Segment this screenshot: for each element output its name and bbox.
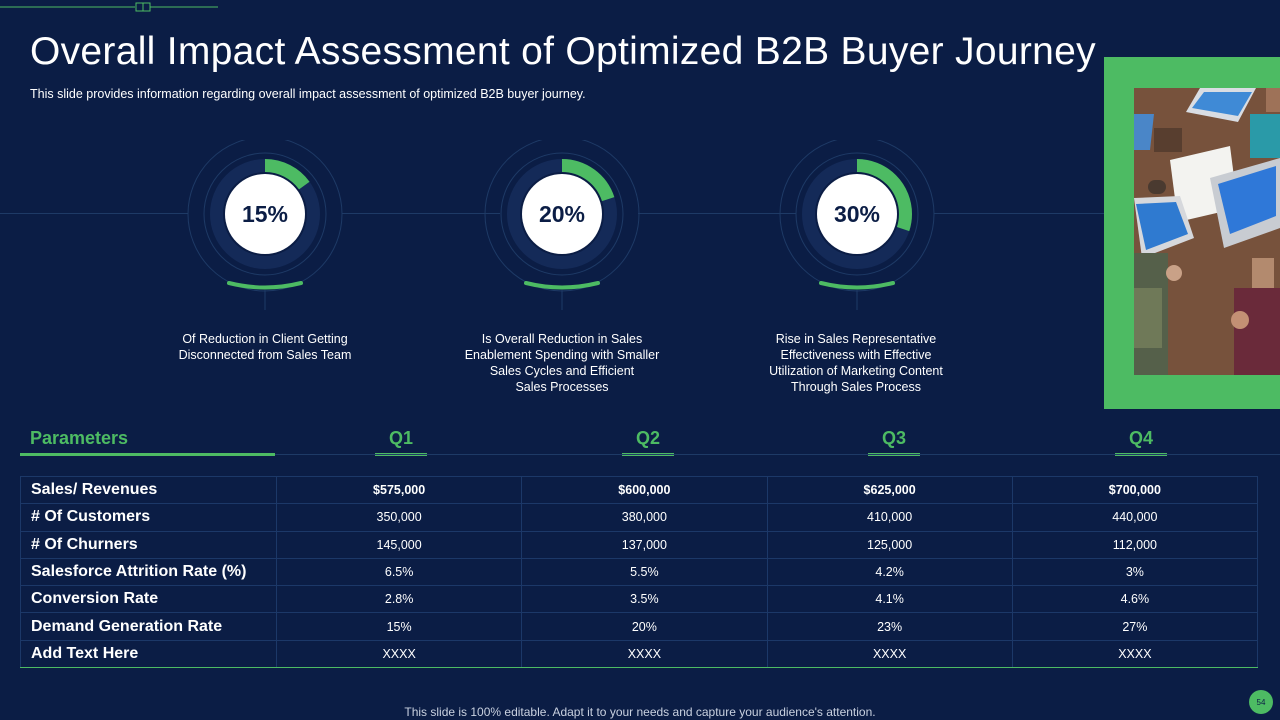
description-line: Sales Cycles and Efficient: [489, 364, 635, 378]
description-line: Effectiveness with Effective: [780, 348, 932, 362]
metric-description-1: Of Reduction in Client Getting Disconnec…: [150, 331, 380, 363]
table-cell: 15%: [275, 612, 523, 641]
quarter-header-q3: Q3: [868, 428, 920, 456]
ring-graphic: [484, 140, 640, 310]
table-cell: 380,000: [521, 503, 768, 532]
top-ornament: [0, 2, 218, 12]
table-cell: XXXX: [275, 639, 523, 669]
table-cell: 3%: [1011, 557, 1259, 587]
table-row: Salesforce Attrition Rate (%) 6.5% 5.5% …: [20, 557, 1259, 587]
table-cell: 5.5%: [521, 557, 768, 587]
table-row: # Of Customers 350,000 380,000 410,000 4…: [20, 503, 1259, 532]
description-line: Of Reduction in Client Getting: [182, 332, 348, 346]
description-line: Sales Processes: [515, 380, 609, 394]
connector-line: [934, 213, 1104, 214]
table-cell: XXXX: [766, 639, 1013, 669]
footer-note: This slide is 100% editable. Adapt it to…: [404, 705, 876, 719]
metric-value: 15%: [241, 200, 289, 227]
metric-value: 30%: [833, 200, 881, 227]
table-row: Add Text Here XXXX XXXX XXXX XXXX: [20, 639, 1259, 669]
table-cell: 6.5%: [275, 557, 523, 587]
table-cell: XXXX: [1011, 639, 1259, 669]
photo-frame: [1104, 57, 1280, 409]
table-cell: 112,000: [1011, 530, 1259, 559]
metric-value: 20%: [538, 200, 586, 227]
quarter-header-q4: Q4: [1115, 428, 1167, 456]
table-cell: $575,000: [275, 475, 523, 505]
ring-progress: [507, 159, 617, 269]
header-rule: [275, 454, 1280, 455]
table-row: Conversion Rate 2.8% 3.5% 4.1% 4.6%: [20, 585, 1259, 614]
table-cell: 3.5%: [521, 585, 768, 614]
quarter-header-q2: Q2: [622, 428, 674, 456]
description-line: Enablement Spending with Smaller: [464, 348, 660, 362]
row-label: Sales/ Revenues: [20, 475, 277, 505]
ring-progress: [802, 159, 912, 269]
table-row: Sales/ Revenues $575,000 $600,000 $625,0…: [20, 475, 1259, 505]
table-cell: 23%: [766, 612, 1013, 641]
page-subtitle: This slide provides information regardin…: [30, 87, 586, 101]
connector-line: [638, 213, 796, 214]
row-label: # Of Churners: [20, 530, 277, 559]
quarter-header-q1: Q1: [375, 428, 427, 456]
metric-description-3: Rise in Sales Representative Effectivene…: [741, 331, 971, 395]
table-cell: $600,000: [521, 475, 768, 505]
table-row: # Of Churners 145,000 137,000 125,000 11…: [20, 530, 1259, 559]
metric-description-2: Is Overall Reduction in Sales Enablement…: [447, 331, 677, 395]
table-cell: 4.1%: [766, 585, 1013, 614]
connector-line: [0, 213, 188, 214]
table-cell: 145,000: [275, 530, 523, 559]
table-cell: XXXX: [521, 639, 768, 669]
team-meeting-photo: [1134, 88, 1280, 375]
row-label: Add Text Here: [20, 639, 277, 669]
table-cell: 440,000: [1011, 503, 1259, 532]
row-label: Conversion Rate: [20, 585, 277, 614]
table-cell: $625,000: [766, 475, 1013, 505]
ring-graphic: [187, 140, 343, 310]
ring-graphic: [779, 140, 935, 310]
parameters-table: Sales/ Revenues $575,000 $600,000 $625,0…: [20, 475, 1259, 669]
table-cell: 410,000: [766, 503, 1013, 532]
table-cell: 4.6%: [1011, 585, 1259, 614]
table-cell: 2.8%: [275, 585, 523, 614]
description-line: Through Sales Process: [791, 380, 921, 394]
page-title: Overall Impact Assessment of Optimized B…: [30, 30, 1096, 73]
row-label: Demand Generation Rate: [20, 612, 277, 641]
metric-ring-1: 15%: [185, 140, 345, 310]
description-line: Is Overall Reduction in Sales: [481, 332, 643, 346]
row-label: # Of Customers: [20, 503, 277, 532]
table-cell: 4.2%: [766, 557, 1013, 587]
metric-ring-2: 20%: [482, 140, 642, 310]
table-cell: 137,000: [521, 530, 768, 559]
table-cell: 125,000: [766, 530, 1013, 559]
table-cell: $700,000: [1011, 475, 1259, 505]
ring-progress: [210, 159, 320, 269]
table-cell: 350,000: [275, 503, 523, 532]
metric-ring-3: 30%: [777, 140, 937, 310]
description-line: Rise in Sales Representative: [775, 332, 937, 346]
table-cell: 27%: [1011, 612, 1259, 641]
table-row: Demand Generation Rate 15% 20% 23% 27%: [20, 612, 1259, 641]
connector-line: [342, 213, 500, 214]
table-cell: 20%: [521, 612, 768, 641]
parameters-header: Parameters: [20, 428, 275, 456]
description-line: Disconnected from Sales Team: [178, 348, 352, 362]
row-label: Salesforce Attrition Rate (%): [20, 557, 277, 587]
page-number-badge: 54: [1249, 690, 1273, 714]
description-line: Utilization of Marketing Content: [769, 364, 943, 378]
